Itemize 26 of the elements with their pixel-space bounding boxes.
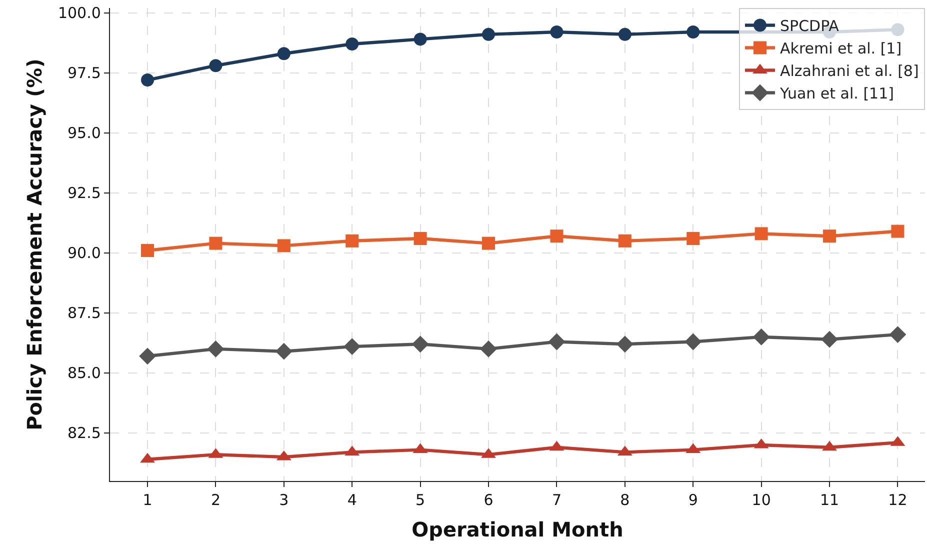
- y-tick-label: 82.5: [67, 424, 101, 442]
- legend-label: Akremi et al. [1]: [780, 40, 902, 58]
- y-tick-label: 92.5: [67, 184, 101, 202]
- y-tick-label: 85.0: [67, 364, 101, 382]
- x-tick-label: 12: [888, 491, 908, 510]
- y-tick-label: 87.5: [67, 304, 101, 322]
- y-axis-title: Policy Enforcement Accuracy (%): [22, 58, 46, 430]
- x-tick-label: 10: [752, 491, 771, 510]
- x-tick-label: 5: [416, 491, 426, 510]
- x-tick-label: 2: [210, 491, 220, 510]
- y-tick-label: 95.0: [67, 124, 101, 142]
- x-tick-label: 8: [620, 491, 630, 510]
- x-tick-label: 9: [688, 491, 698, 510]
- x-tick-label: 6: [484, 491, 494, 510]
- x-tick-label: 7: [552, 491, 562, 510]
- y-tick-label: 90.0: [67, 244, 101, 262]
- legend-label: Yuan et al. [11]: [779, 84, 894, 103]
- x-tick-label: 3: [279, 491, 289, 510]
- legend-label: Alzahrani et al. [8]: [780, 62, 919, 80]
- y-tick-label: 100.0: [58, 4, 101, 22]
- legend-label: SPCDPA: [780, 17, 840, 36]
- x-axis-title: Operational Month: [412, 518, 624, 542]
- x-tick-label: 4: [347, 491, 357, 510]
- x-tick-label: 1: [142, 491, 152, 510]
- x-tick-label: 11: [820, 491, 840, 510]
- y-tick-label: 97.5: [67, 64, 101, 82]
